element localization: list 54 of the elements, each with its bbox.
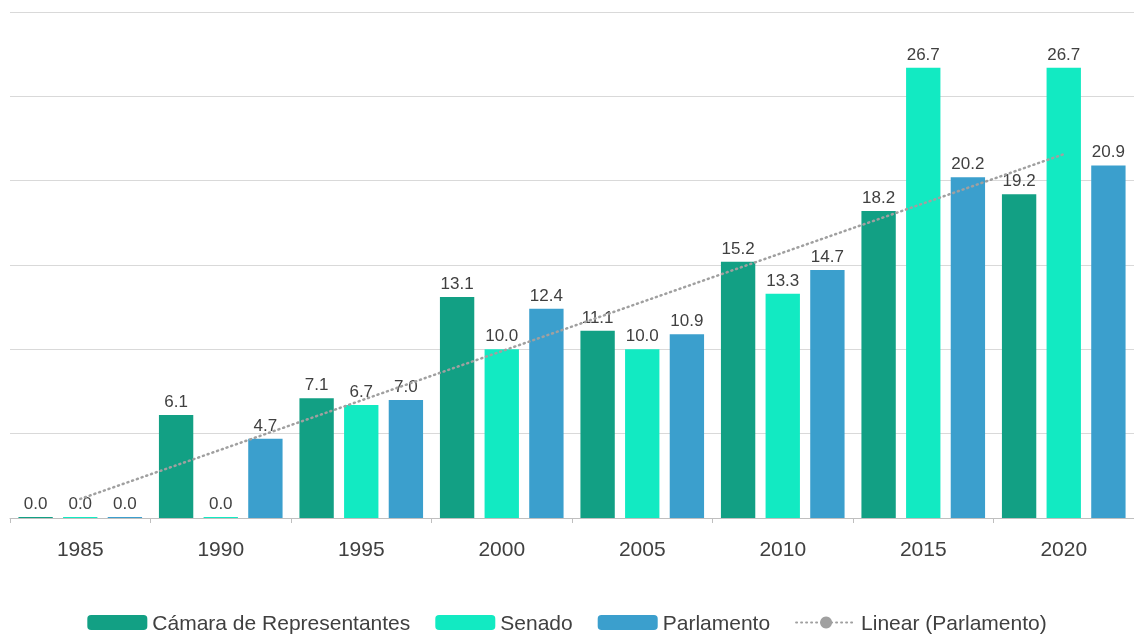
bar bbox=[344, 404, 379, 518]
data-label: 14.7 bbox=[810, 247, 844, 267]
bar bbox=[906, 67, 941, 518]
data-label: 20.9 bbox=[1091, 142, 1125, 162]
bar bbox=[1046, 67, 1081, 518]
x-tick-label: 1995 bbox=[337, 537, 385, 560]
data-label: 13.3 bbox=[766, 270, 800, 290]
x-tick-label: 2005 bbox=[618, 537, 666, 560]
data-label: 7.1 bbox=[304, 375, 329, 395]
bar bbox=[861, 211, 896, 518]
bar bbox=[299, 398, 334, 518]
data-label: 10.9 bbox=[670, 311, 704, 331]
data-label: 0.0 bbox=[208, 494, 233, 513]
data-label: 15.2 bbox=[721, 238, 755, 258]
legend-label: Linear (Parlamento) bbox=[861, 611, 1047, 634]
x-tick-label: 2020 bbox=[1040, 537, 1088, 560]
data-label: 0.0 bbox=[23, 494, 48, 513]
bar bbox=[388, 399, 424, 518]
legend-label: Parlamento bbox=[662, 611, 771, 634]
bar bbox=[810, 270, 845, 518]
bar bbox=[765, 293, 800, 518]
data-label: 19.2 bbox=[1002, 171, 1036, 191]
x-tick-label: 1985 bbox=[56, 537, 104, 560]
bar bbox=[669, 334, 705, 518]
x-tick-label: 2010 bbox=[759, 537, 807, 560]
bar bbox=[580, 330, 615, 518]
data-label: 12.4 bbox=[529, 285, 563, 305]
legend-label: Cámara de Representantes bbox=[152, 611, 411, 634]
data-label: 10.0 bbox=[625, 326, 659, 346]
x-tick-label: 2015 bbox=[899, 537, 947, 560]
bar bbox=[950, 177, 986, 518]
bar bbox=[439, 297, 475, 518]
data-label: 0.0 bbox=[113, 494, 137, 513]
data-label: 13.1 bbox=[440, 274, 474, 294]
bar bbox=[1001, 194, 1037, 518]
data-label: 6.1 bbox=[164, 392, 188, 412]
data-label: 26.7 bbox=[1047, 44, 1081, 64]
bar bbox=[720, 261, 756, 518]
bar bbox=[484, 349, 519, 518]
data-label: 10.0 bbox=[485, 326, 519, 346]
data-label: 26.7 bbox=[906, 44, 940, 64]
x-tick-label: 1990 bbox=[197, 537, 245, 560]
data-label: 4.7 bbox=[253, 415, 278, 435]
data-label: 0.0 bbox=[68, 494, 93, 513]
x-tick-label: 2000 bbox=[478, 537, 526, 560]
legend-label: Senado bbox=[500, 611, 573, 634]
bar bbox=[158, 415, 194, 518]
bar bbox=[529, 308, 564, 518]
data-label: 20.2 bbox=[951, 154, 985, 174]
bar bbox=[248, 438, 283, 518]
data-label: 6.7 bbox=[349, 381, 374, 401]
data-label: 18.2 bbox=[862, 188, 896, 208]
bar bbox=[625, 349, 660, 518]
bar bbox=[1091, 165, 1126, 518]
